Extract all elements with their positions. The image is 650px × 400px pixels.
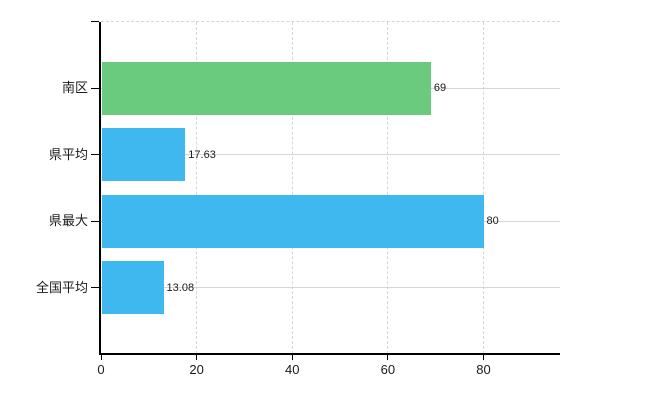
category-label: 全国平均	[35, 279, 88, 295]
x-tick-label: 60	[380, 362, 396, 377]
y-axis-tick	[91, 21, 99, 22]
category-label: 南区	[61, 80, 88, 95]
bar[interactable]	[102, 261, 164, 314]
x-axis-line	[99, 353, 560, 355]
y-axis-tick	[91, 287, 99, 288]
x-tick-label: 40	[285, 362, 300, 377]
value-label: 13.08	[166, 281, 195, 294]
x-axis-tick	[100, 354, 102, 360]
y-axis-tick	[91, 220, 99, 222]
bar[interactable]	[102, 61, 431, 115]
x-tick-label: 80	[476, 362, 491, 377]
vertical-gridline	[387, 21, 389, 354]
category-label: 県最大	[48, 213, 88, 228]
bar[interactable]	[102, 194, 484, 248]
x-axis-tick	[291, 354, 293, 360]
x-tick-label: 20	[189, 362, 204, 377]
x-axis-tick	[196, 354, 198, 360]
vertical-gridline	[196, 21, 198, 354]
value-label: 80	[486, 215, 499, 227]
y-axis-tick	[91, 87, 99, 89]
x-axis-tick	[483, 354, 484, 360]
bar[interactable]	[102, 128, 186, 181]
value-label: 17.63	[188, 148, 216, 161]
y-axis-line	[99, 21, 101, 355]
vertical-gridline	[483, 21, 484, 354]
value-label: 69	[433, 82, 447, 94]
horizontal-gridline	[101, 21, 560, 22]
horizontal-gridline	[101, 287, 560, 288]
x-tick-label: 0	[97, 362, 105, 377]
x-axis-tick	[387, 354, 389, 360]
category-label: 県平均	[48, 146, 88, 162]
y-axis-tick	[91, 154, 99, 155]
horizontal-gridline	[101, 154, 560, 155]
vertical-gridline	[291, 21, 293, 354]
